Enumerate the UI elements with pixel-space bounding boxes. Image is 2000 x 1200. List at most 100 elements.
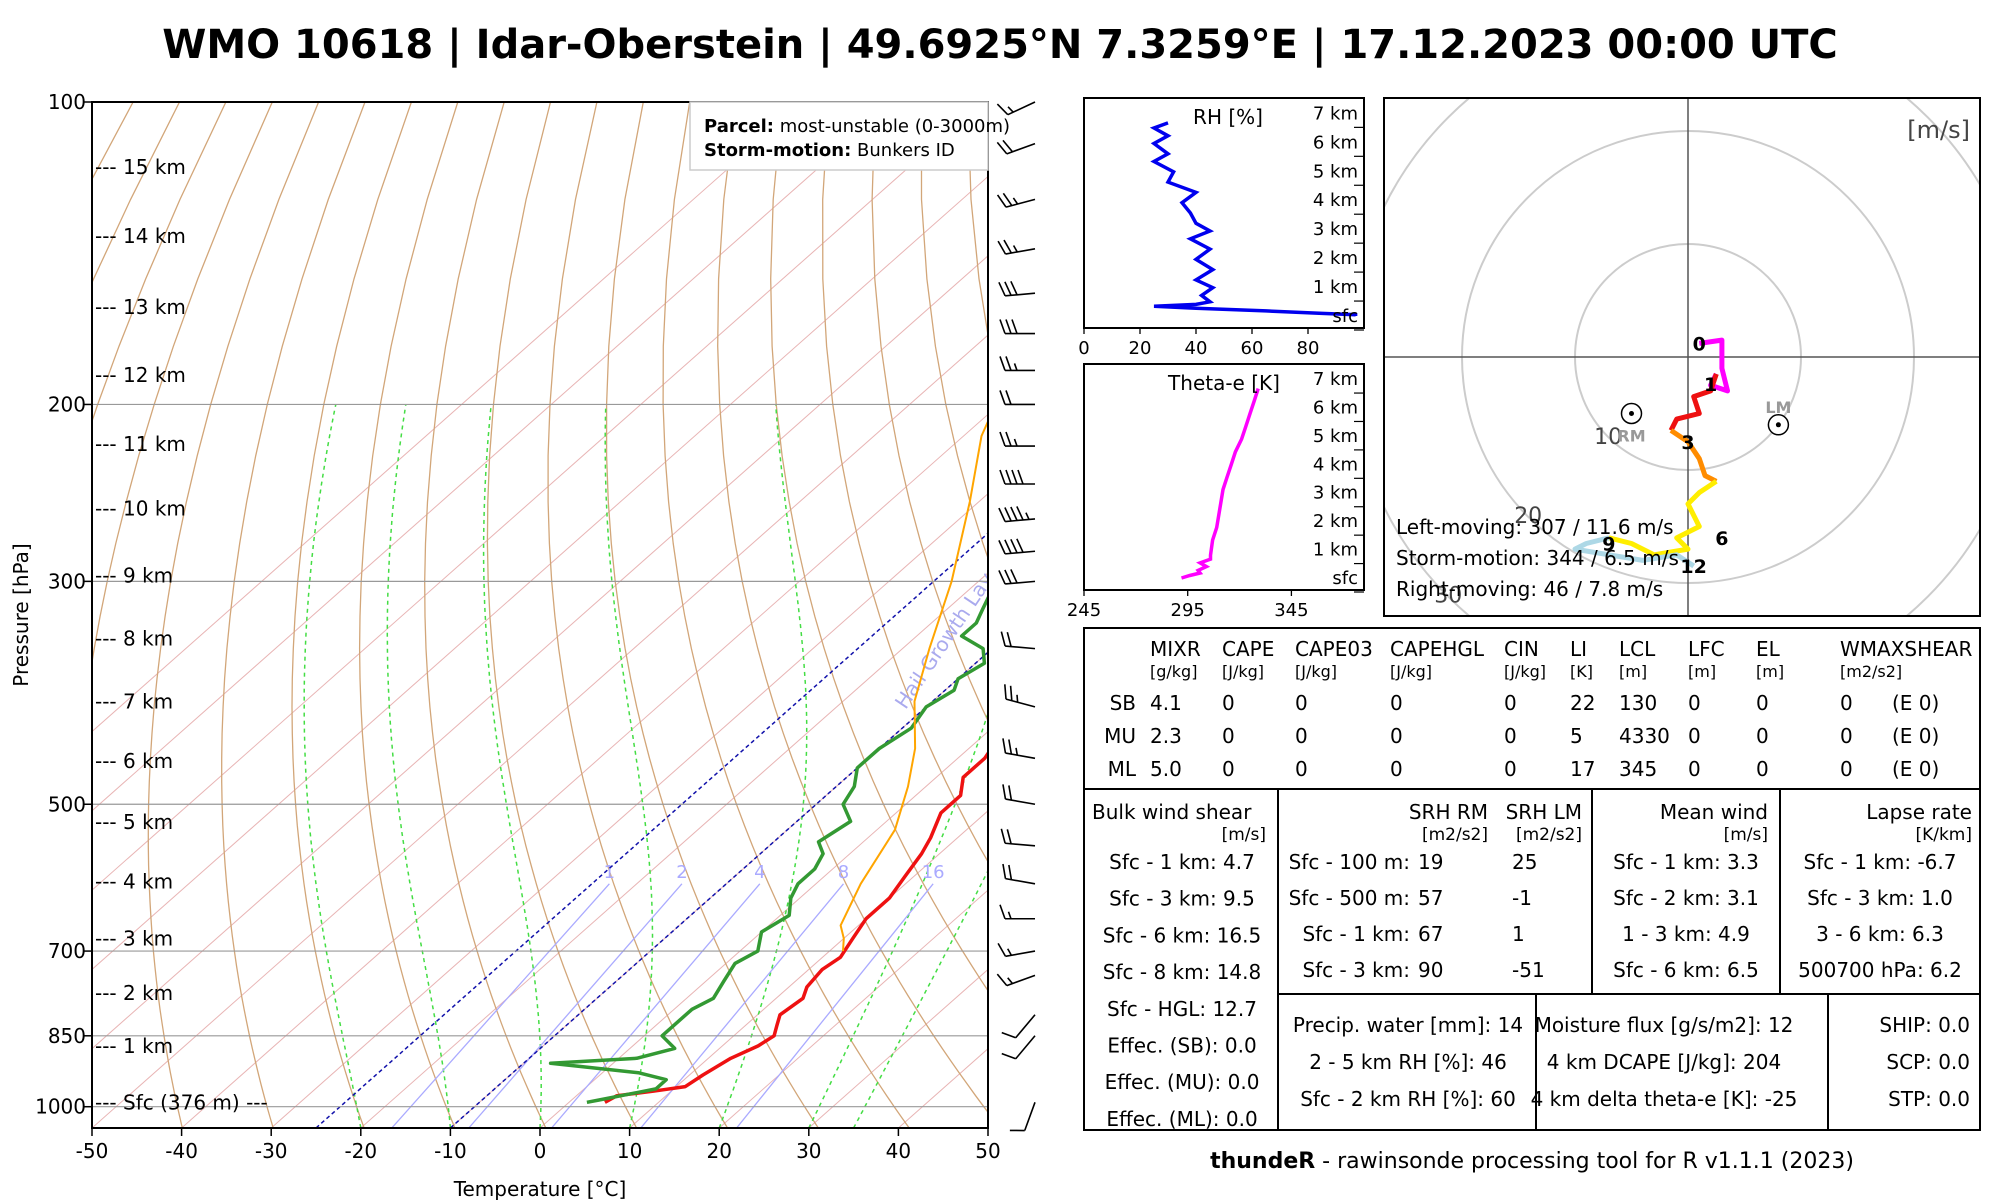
param-value: 5 <box>1570 724 1583 748</box>
hodo-height-label: 0 <box>1693 333 1706 355</box>
thetae-frame <box>1083 363 1365 591</box>
param-header: LFC <box>1688 637 1725 661</box>
dry-adiabat <box>662 102 910 1128</box>
mixing-ratio-line <box>551 883 761 1128</box>
dry-adiabat <box>717 102 988 1114</box>
thetae-title: Theta-e [K] <box>1167 371 1280 395</box>
height-label: --- 3 km <box>95 926 173 950</box>
parcel-key: Parcel: <box>704 116 774 137</box>
height-label: --- 2 km <box>95 981 173 1005</box>
srh-row-label: Sfc - 100 m: <box>1289 850 1410 874</box>
wind-barb <box>999 469 1035 485</box>
parcel-line <box>839 418 988 952</box>
barb-flag <box>1010 569 1018 584</box>
param-extra: (E 0) <box>1892 691 1939 715</box>
hodo-height-label: 12 <box>1680 556 1706 578</box>
shear-row: Sfc - 6 km: 16.5 <box>1103 923 1261 947</box>
moisture-mid-row: 4 km delta theta-e [K]: -25 <box>1531 1087 1798 1111</box>
param-header: EL <box>1756 637 1781 661</box>
skewt-xlabel: Temperature [°C] <box>453 1177 627 1200</box>
barb-staff <box>1005 698 1036 708</box>
height-label: --- 4 km <box>95 870 173 894</box>
param-value: 345 <box>1619 757 1657 781</box>
p-tick-label: 700 <box>48 939 86 963</box>
param-header: CIN <box>1504 637 1539 661</box>
x-tick-label: 245 <box>1067 600 1101 621</box>
dry-adiabat <box>424 102 547 1128</box>
barb-staff <box>1005 550 1036 555</box>
p-tick-label: 850 <box>48 1024 86 1048</box>
param-extra: (E 0) <box>1892 724 1939 748</box>
param-unit: [m] <box>1756 662 1784 681</box>
param-unit: [J/kg] <box>1222 662 1264 681</box>
barb-staff <box>1006 974 1036 987</box>
barb-half-flag <box>1016 694 1019 703</box>
footer-brand: thundeR <box>1210 1149 1315 1174</box>
param-header: CAPE03 <box>1295 637 1373 661</box>
dry-adiabat <box>358 102 459 1128</box>
skewt-axes: -50 -40 -30 -20 -10 0 10 20 30 40 50 100 200 300 500 70… <box>35 90 1001 1163</box>
dry-adiabat <box>822 102 988 864</box>
shear-row: Sfc - 8 km: 14.8 <box>1103 960 1261 984</box>
shear-row: Sfc - 3 km: 9.5 <box>1109 887 1255 911</box>
svg-text:Storm-motion: Bunkers ID: Storm-motion: Bunkers ID <box>704 140 955 161</box>
barb-flag <box>1000 631 1006 647</box>
shear-row: Effec. (SB): 0.0 <box>1107 1034 1256 1058</box>
theta-e-profile-line <box>1180 388 1260 580</box>
x-tick-label: 40 <box>886 1139 911 1163</box>
lapse-rate-block: Lapse rate [K/km] Sfc - 1 km: -6.7 Sfc - … <box>1798 800 1972 982</box>
height-label: --- 14 km <box>95 224 186 248</box>
height-label: 4 km <box>1313 190 1358 211</box>
hodograph-plot: 10 20 30 40 0 1 3 6 9 12 RM LM <box>1384 98 1980 616</box>
shear-row: Effec. (ML): 0.0 <box>1106 1107 1257 1131</box>
param-extra: (E 0) <box>1892 757 1939 781</box>
barb-flag <box>1010 280 1018 296</box>
isotherm <box>92 334 988 1128</box>
param-value: 4330 <box>1619 724 1670 748</box>
barb-flag <box>1008 739 1013 755</box>
srh-rm-title: SRH RM <box>1409 800 1488 824</box>
barb-flag <box>1016 506 1024 521</box>
mean-wind-row: Sfc - 6 km: 6.5 <box>1613 958 1759 982</box>
mean-wind-block: Mean wind [m/s] Sfc - 1 km: 3.3 Sfc - 2 k… <box>1613 800 1768 982</box>
wind-barb <box>997 239 1036 255</box>
rh-axes: 0 20 40 60 80 sfc 1 km 2 km 3 km 4 km 5 km 6 km 7 km <box>1078 103 1364 359</box>
dry-adiabat <box>92 102 273 1128</box>
height-label: 6 km <box>1313 397 1358 418</box>
barb-half-flag <box>1012 197 1019 205</box>
mixing-ratio-label: 1 <box>604 862 615 883</box>
height-label: --- 11 km <box>95 432 186 456</box>
param-value: 130 <box>1619 691 1657 715</box>
shear-row: Sfc - HGL: 12.7 <box>1107 997 1257 1021</box>
x-tick-label: -20 <box>344 1139 377 1163</box>
hodograph-panel: 10 20 30 40 0 1 3 6 9 12 RM LM [m/s] Left-moving: 3… <box>1383 97 1981 617</box>
barb-staff <box>1023 1102 1036 1131</box>
hodo-ring-label: 30 <box>1434 583 1462 608</box>
skewt-ylabel: Pressure [hPa] <box>9 543 33 686</box>
height-label: 1 km <box>1313 540 1358 561</box>
barb-flag <box>1009 685 1013 701</box>
height-label: 3 km <box>1313 483 1358 504</box>
barb-half-flag <box>1007 911 1012 920</box>
mean-wind-row: 1 - 3 km: 4.9 <box>1622 922 1750 946</box>
barb-flag <box>999 469 1006 485</box>
height-label: --- 9 km <box>95 564 173 588</box>
barb-flag <box>1011 319 1018 334</box>
thetae-axes: 245 295 345 sfc 1 km 2 km 3 km 4 km 5 km 6 km 7 km <box>1067 369 1364 621</box>
param-unit: [J/kg] <box>1295 662 1337 681</box>
wind-barb <box>1000 828 1036 847</box>
barb-flag <box>1004 507 1012 522</box>
wind-barb <box>1000 631 1036 650</box>
dry-adiabat <box>920 102 988 560</box>
param-value: 5.0 <box>1150 757 1182 781</box>
index-row: STP: 0.0 <box>1888 1087 1970 1111</box>
param-header: MIXR <box>1150 637 1201 661</box>
rh-panel: RH [%] 0 20 40 60 80 sfc 1 km 2 km 3 km 4 km 5 km 6… <box>1078 97 1365 359</box>
param-value: 0 <box>1222 757 1235 781</box>
barb-staff <box>1005 877 1036 885</box>
dry-adiabat <box>486 102 638 1128</box>
srh-lm-value: -1 <box>1512 886 1532 910</box>
srh-lm-unit: [m2/s2] <box>1516 825 1582 845</box>
moisture-left-row: Precip. water [mm]: 14 <box>1293 1013 1523 1037</box>
param-header: CAPE <box>1222 637 1274 661</box>
